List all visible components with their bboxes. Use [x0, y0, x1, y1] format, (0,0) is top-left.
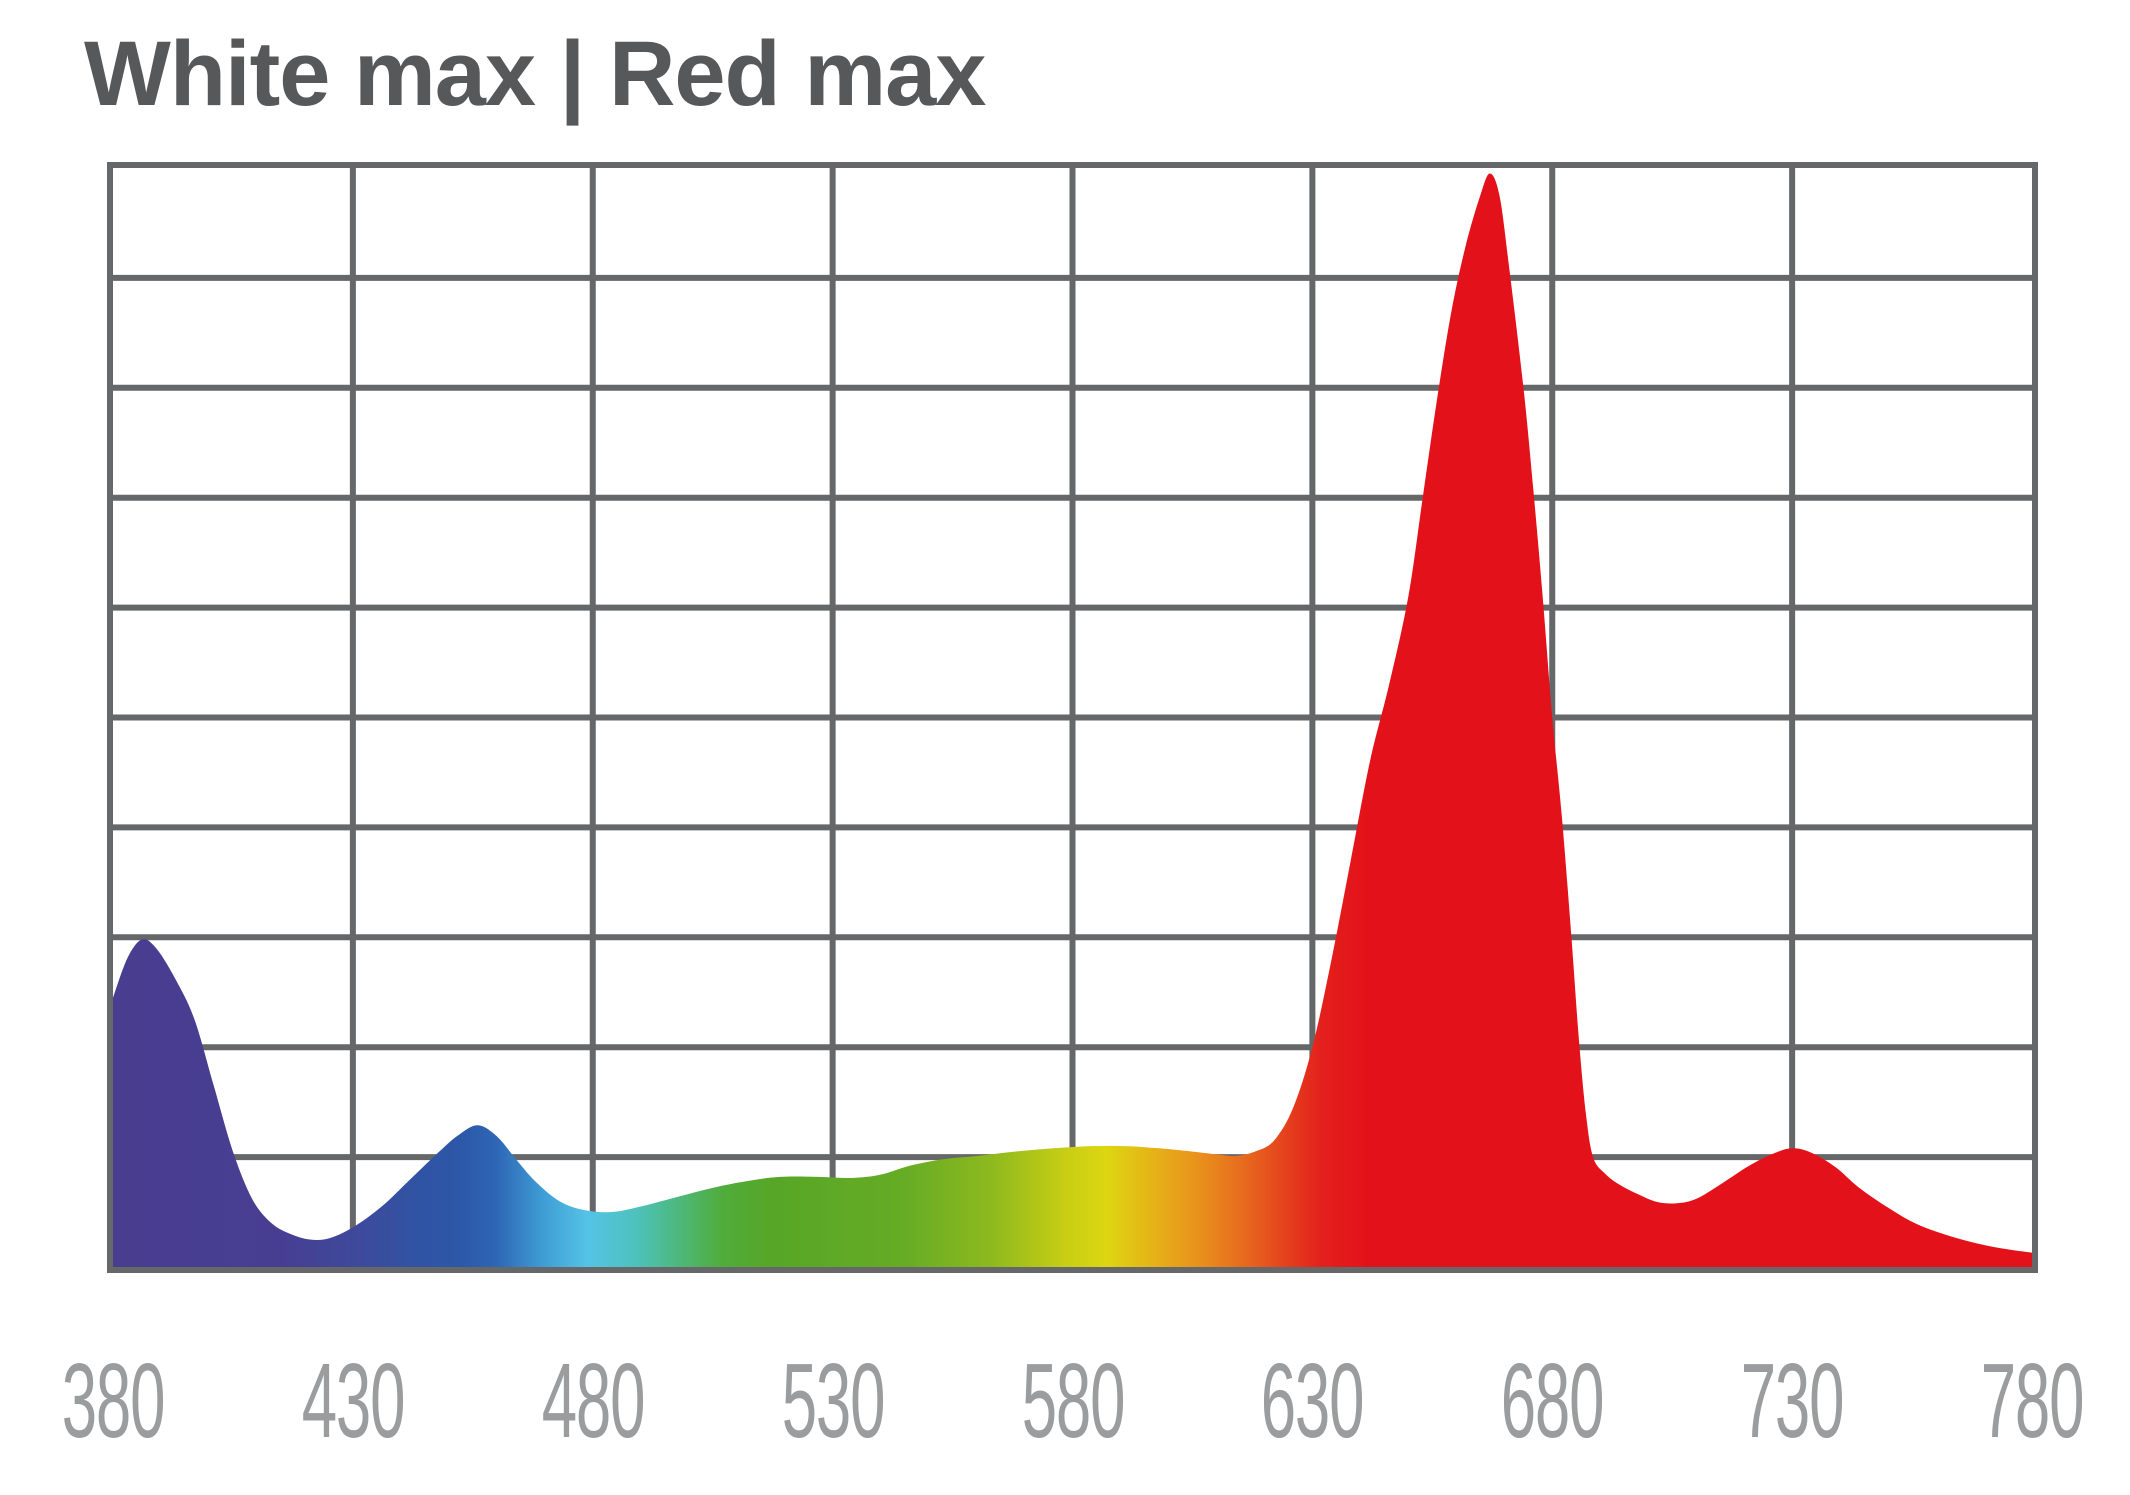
chart-title: White max | Red max — [84, 23, 986, 125]
x-axis-tick-label: 730 — [1740, 1342, 1845, 1460]
spectrum-svg — [113, 168, 2032, 1267]
x-axis-tick-label: 680 — [1500, 1342, 1605, 1460]
x-axis-tick-label: 630 — [1261, 1342, 1365, 1460]
x-axis-tick-label: 430 — [301, 1342, 406, 1460]
x-axis-tick-label: 480 — [541, 1342, 645, 1460]
x-axis-tick-label: 580 — [1021, 1342, 1125, 1460]
x-axis-labels: 380 430 480 530 580 630 680 730 780 — [0, 1348, 2130, 1458]
x-axis-tick-label: 380 — [61, 1342, 166, 1460]
x-axis-tick-label: 780 — [1980, 1342, 2085, 1460]
spectrum-area — [113, 173, 2032, 1267]
x-axis-tick-label: 530 — [781, 1342, 885, 1460]
plot-area — [107, 162, 2038, 1273]
